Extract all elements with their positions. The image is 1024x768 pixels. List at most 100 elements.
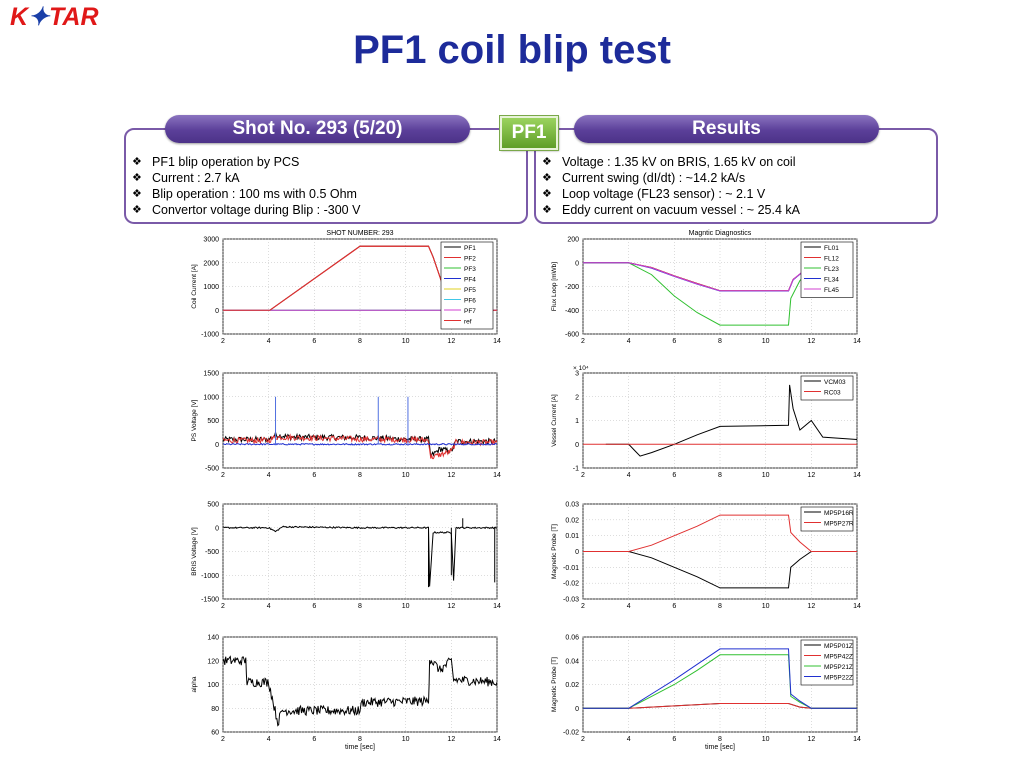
x-tick-label: 4	[627, 736, 631, 743]
series-line	[605, 384, 857, 457]
y-tick-label: 0	[575, 706, 579, 713]
y-tick-label: 120	[207, 658, 219, 665]
series-line	[223, 525, 497, 587]
chart-c1: 2 4 6 8 10 12 14 -1000 0 1000 2000 3000 SHOT NUMBER:…	[191, 230, 501, 345]
y-tick-label: -500	[205, 549, 219, 556]
legend-label: FL23	[824, 266, 839, 273]
x-tick-label: 4	[267, 736, 271, 743]
x-tick-label: 2	[581, 736, 585, 743]
x-tick-label: 10	[402, 736, 410, 743]
x-tick-label: 6	[672, 472, 676, 479]
x-tick-label: 14	[853, 472, 861, 479]
y-tick-label: 200	[567, 237, 579, 244]
y-tick-label: -0.02	[563, 581, 579, 588]
y-tick-label: 1000	[203, 394, 219, 401]
x-tick-label: 6	[672, 736, 676, 743]
x-tick-label: 12	[807, 338, 815, 345]
x-tick-label: 10	[402, 603, 410, 610]
legend-label: PF6	[464, 298, 476, 305]
x-axis-label: time [sec]	[705, 744, 735, 751]
x-tick-label: 4	[267, 472, 271, 479]
legend-label: ref	[464, 319, 472, 326]
x-tick-label: 2	[581, 338, 585, 345]
x-tick-label: 8	[718, 338, 722, 345]
legend-box	[800, 241, 854, 298]
shot-info-item: PF1 blip operation by PCS	[126, 154, 526, 170]
x-tick-label: 14	[493, 472, 501, 479]
y-tick-label: -0.02	[563, 730, 579, 737]
legend-label: MP5P42Z	[824, 654, 853, 661]
shot-info-item: Blip operation : 100 ms with 0.5 Ohm	[126, 186, 526, 202]
y-tick-label: -1000	[201, 332, 219, 339]
slide-title: PF1 coil blip test	[353, 28, 671, 72]
y-axis-label: Vessel Current [A]	[551, 394, 558, 447]
y-tick-label: 0	[215, 308, 219, 315]
x-tick-label: 4	[267, 338, 271, 345]
x-tick-label: 14	[853, 603, 861, 610]
series-line	[583, 262, 812, 292]
y-tick-label: -0.01	[563, 565, 579, 572]
y-axis-label: Flux Loop [mWb]	[551, 262, 558, 311]
legend-label: MP5P21Z	[824, 664, 853, 671]
y-tick-label: 1500	[203, 371, 219, 378]
pf1-tag: PF1	[499, 115, 559, 151]
plot-frame	[222, 503, 498, 600]
y-axis-label: Coil Current [A]	[191, 264, 198, 309]
chart-c6: 2 4 6 8 10 12 14 -0.03 -0.02 -0.01 0 0.01 0.02 0.03 Ma…	[551, 502, 861, 611]
x-tick-label: 10	[762, 603, 770, 610]
results-panel: Voltage : 1.35 kV on BRIS, 1.65 kV on co…	[534, 128, 938, 224]
x-tick-label: 14	[853, 338, 861, 345]
legend-label: VCM03	[824, 379, 846, 386]
series-line	[223, 433, 497, 460]
series-line	[583, 654, 857, 709]
y-tick-label: 1000	[203, 284, 219, 291]
x-tick-label: 10	[402, 338, 410, 345]
x-tick-label: 4	[627, 472, 631, 479]
x-tick-label: 4	[267, 603, 271, 610]
legend-label: MP5P27R	[824, 521, 854, 528]
y-tick-label: 500	[207, 502, 219, 509]
x-tick-label: 2	[221, 603, 225, 610]
x-tick-label: 8	[358, 736, 362, 743]
x-tick-label: 12	[447, 603, 455, 610]
x-tick-label: 2	[221, 338, 225, 345]
legend-box	[800, 375, 854, 401]
logo-star-icon: ✦	[28, 3, 50, 31]
legend-label: FL01	[824, 245, 839, 252]
y-tick-label: 2	[575, 394, 579, 401]
kstar-logo: K✦TAR	[10, 2, 99, 32]
legend-label: RC03	[824, 390, 841, 397]
y-axis-label: PS Voltage [V]	[191, 399, 198, 441]
x-tick-label: 14	[853, 736, 861, 743]
x-tick-label: 12	[447, 736, 455, 743]
x-tick-label: 12	[807, 736, 815, 743]
y-tick-label: 60	[211, 730, 219, 737]
x-tick-label: 8	[718, 603, 722, 610]
chart-c8: 2 4 6 8 10 12 14 -0.02 0 0.02 0.04 0.06 Magnetic Pro…	[551, 635, 861, 752]
results-item: Eddy current on vacuum vessel : ~ 25.4 k…	[536, 202, 936, 218]
series-line	[583, 703, 857, 709]
x-tick-label: 2	[581, 603, 585, 610]
legend-label: MP5P01Z	[824, 643, 853, 650]
x-tick-label: 14	[493, 736, 501, 743]
x-tick-label: 8	[358, 338, 362, 345]
y-tick-label: -1	[573, 466, 579, 473]
series-line	[583, 514, 857, 552]
x-tick-label: 10	[762, 472, 770, 479]
x-tick-label: 6	[312, 736, 316, 743]
chart-c7: 2 4 6 8 10 12 14 60 80 100 120 140 alpha time [sec]	[191, 635, 501, 752]
x-tick-label: 10	[762, 338, 770, 345]
legend-label: MP5P16R	[824, 510, 854, 517]
y-tick-label: 0.03	[565, 502, 579, 509]
y-tick-label: 500	[207, 418, 219, 425]
y-tick-label: 1	[575, 418, 579, 425]
x-tick-label: 2	[581, 472, 585, 479]
y-tick-label: -400	[565, 308, 579, 315]
results-panel-header: Results	[574, 115, 879, 143]
chart-c5: 2 4 6 8 10 12 14 -1500 -1000 -500 0 500 BRIS Voltage…	[191, 502, 501, 611]
x-tick-label: 6	[312, 472, 316, 479]
x-tick-label: 14	[493, 603, 501, 610]
chart-c2: 2 4 6 8 10 12 14 -600 -400 -200 0 200 Magntic Diagno…	[551, 230, 861, 345]
y-axis-label: Magnetic Probe [T]	[551, 657, 558, 712]
